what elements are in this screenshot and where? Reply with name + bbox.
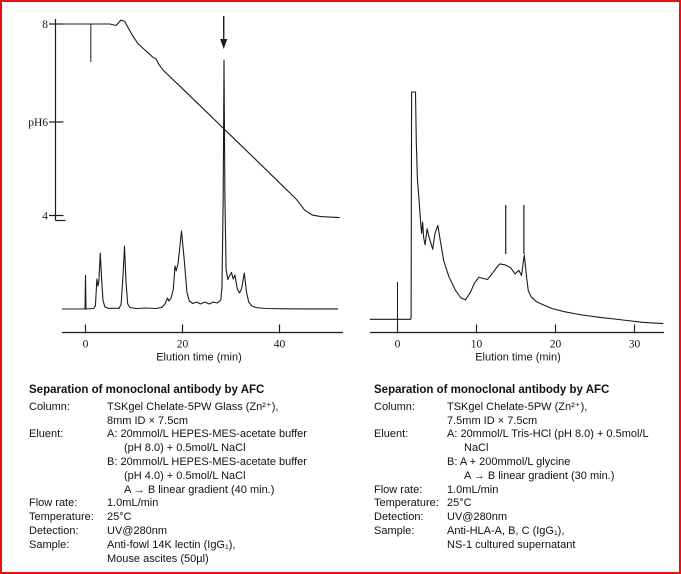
spec-label: Eluent: xyxy=(29,428,64,441)
spec-value: UV@280nm xyxy=(447,511,679,525)
x-tick-label: 20 xyxy=(177,339,189,351)
spec-row: Flow rate: 1.0mL/min xyxy=(29,497,349,511)
spec-row: Temperature: 25°C xyxy=(29,511,349,525)
spec-value: Anti-fowl 14K lectin (IgG₁), Mouse ascite… xyxy=(107,539,349,567)
spec-value-line: 25°C xyxy=(107,511,132,524)
spec-value-line: B: 20mmol/L HEPES-MES-acetate buffer xyxy=(107,455,307,468)
spec-value-line: 7.5mm ID × 7.5cm xyxy=(447,414,538,427)
uv-trace xyxy=(61,59,339,310)
x-axis xyxy=(370,324,664,334)
caption-spec-table: Column: TSKgel Chelate-5PW Glass (Zn²⁺), 8… xyxy=(29,401,349,567)
spec-value-line: Anti-HLA-A, B, C (IgG₁), xyxy=(447,524,565,537)
spec-value: 25°C xyxy=(447,497,679,511)
spec-value: A: 20mmol/L Tris-HCl (pH 8.0) + 0.5mol/L… xyxy=(447,428,679,483)
x-tick-label: 0 xyxy=(395,339,401,351)
spec-label: Eluent: xyxy=(374,428,409,441)
ph-tick-label: pH6 xyxy=(28,117,48,129)
spec-row: Column: TSKgel Chelate-5PW Glass (Zn²⁺), 8… xyxy=(29,401,349,429)
spec-value: 25°C xyxy=(107,511,349,525)
spec-row: Flow rate: 1.0mL/min xyxy=(374,483,679,498)
spec-label: Column: xyxy=(29,400,70,413)
spec-value-line: 25°C xyxy=(447,497,472,510)
spec-value-line: NaCl xyxy=(464,442,489,455)
spec-value: 1.0mL/min xyxy=(107,497,349,511)
caption-title: Separation of monoclonal antibody by AFC xyxy=(29,384,265,396)
x-tick-label: 20 xyxy=(550,339,562,351)
spec-value-line: B: A + 200mmol/L glycine xyxy=(447,455,571,468)
spec-row: Eluent: A: 20mmol/L Tris-HCl (pH 8.0) + 0… xyxy=(374,428,679,483)
spec-label: Temperature: xyxy=(374,497,439,510)
x-axis-title: Elution time (min) xyxy=(156,352,242,364)
caption-right: Separation of monoclonal antibody by AFC… xyxy=(374,384,679,553)
x-tick-label: 30 xyxy=(629,339,641,351)
spec-value-line: TSKgel Chelate-5PW (Zn²⁺), xyxy=(447,400,588,413)
spec-label: Detection: xyxy=(374,511,424,524)
left-chromatogram: 0 20 40 Elution time (min) 8 pH6 4 xyxy=(28,16,343,364)
spec-value-line: 1.0mL/min xyxy=(447,483,499,496)
spec-value: 1.0mL/min xyxy=(447,483,679,498)
x-tick-label: 0 xyxy=(83,339,89,351)
spec-value-line: UV@280nm xyxy=(107,524,168,537)
spec-value: UV@280nm xyxy=(107,525,349,539)
x-axis xyxy=(62,324,343,334)
spec-label: Column: xyxy=(374,400,415,413)
caption-title: Separation of monoclonal antibody by AFC xyxy=(374,384,610,396)
spec-value-line: UV@280nm xyxy=(447,511,508,524)
spec-label: Sample: xyxy=(29,538,70,551)
spec-value-line: Anti-fowl 14K lectin (IgG₁), xyxy=(107,538,236,551)
spec-value-line: 8mm ID × 7.5cm xyxy=(107,414,188,427)
ph-tick-label: 4 xyxy=(42,211,48,223)
ph-gradient-line xyxy=(61,19,340,219)
spec-value: TSKgel Chelate-5PW Glass (Zn²⁺), 8mm ID ×… xyxy=(107,401,349,429)
spec-label: Temperature: xyxy=(29,511,94,524)
spec-label: Sample: xyxy=(374,524,415,537)
spec-row: Sample: Anti-fowl 14K lectin (IgG₁), Mouse… xyxy=(29,539,349,567)
x-tick-label: 40 xyxy=(274,339,286,351)
right-chromatogram: 0 10 20 30 Elution time (min) xyxy=(369,91,664,364)
spec-value: Anti-HLA-A, B, C (IgG₁), NS-1 cultured su… xyxy=(447,524,679,553)
x-tick-label: 10 xyxy=(471,339,483,351)
spec-value: A: 20mmol/L HEPES-MES-acetate buffer (pH … xyxy=(107,428,349,497)
spec-label: Flow rate: xyxy=(374,483,423,496)
spec-row: Detection: UV@280nm xyxy=(29,525,349,539)
spec-row: Detection: UV@280nm xyxy=(374,511,679,525)
spec-row: Column: TSKgel Chelate-5PW (Zn²⁺), 7.5mm I… xyxy=(374,400,679,429)
ph-tick-label: 8 xyxy=(42,19,48,31)
uv-trace xyxy=(369,91,664,325)
spec-row: Sample: Anti-HLA-A, B, C (IgG₁), NS-1 cult… xyxy=(374,524,679,553)
caption-left: Separation of monoclonal antibody by AFC… xyxy=(29,384,349,566)
spec-value-line: A → B linear gradient (30 min.) xyxy=(464,469,615,482)
spec-value-line: NS-1 cultured supernatant xyxy=(447,538,576,551)
spec-value-line: (pH 4.0) + 0.5mol/L NaCl xyxy=(124,469,246,482)
spec-label: Detection: xyxy=(29,524,79,537)
x-axis-title: Elution time (min) xyxy=(475,352,561,364)
spec-row: Eluent: A: 20mmol/L HEPES-MES-acetate buf… xyxy=(29,428,349,497)
spec-label: Flow rate: xyxy=(29,497,78,510)
elution-arrow-icon xyxy=(220,16,228,49)
spec-value-line: (pH 8.0) + 0.5mol/L NaCl xyxy=(124,442,246,455)
spec-value-line: A: 20mmol/L Tris-HCl (pH 8.0) + 0.5mol/L xyxy=(447,428,649,441)
ph-axis xyxy=(49,19,66,222)
spec-value: TSKgel Chelate-5PW (Zn²⁺), 7.5mm ID × 7.5… xyxy=(447,400,679,429)
spec-row: Temperature: 25°C xyxy=(374,497,679,511)
spec-value-line: A: 20mmol/L HEPES-MES-acetate buffer xyxy=(107,428,307,441)
spec-value-line: 1.0mL/min xyxy=(107,497,159,510)
caption-spec-table: Column: TSKgel Chelate-5PW (Zn²⁺), 7.5mm I… xyxy=(374,400,679,553)
spec-value-line: A → B linear gradient (40 min.) xyxy=(124,483,275,496)
spec-value-line: TSKgel Chelate-5PW Glass (Zn²⁺), xyxy=(107,400,279,413)
spec-value-line: Mouse ascites (50µl) xyxy=(107,552,209,565)
